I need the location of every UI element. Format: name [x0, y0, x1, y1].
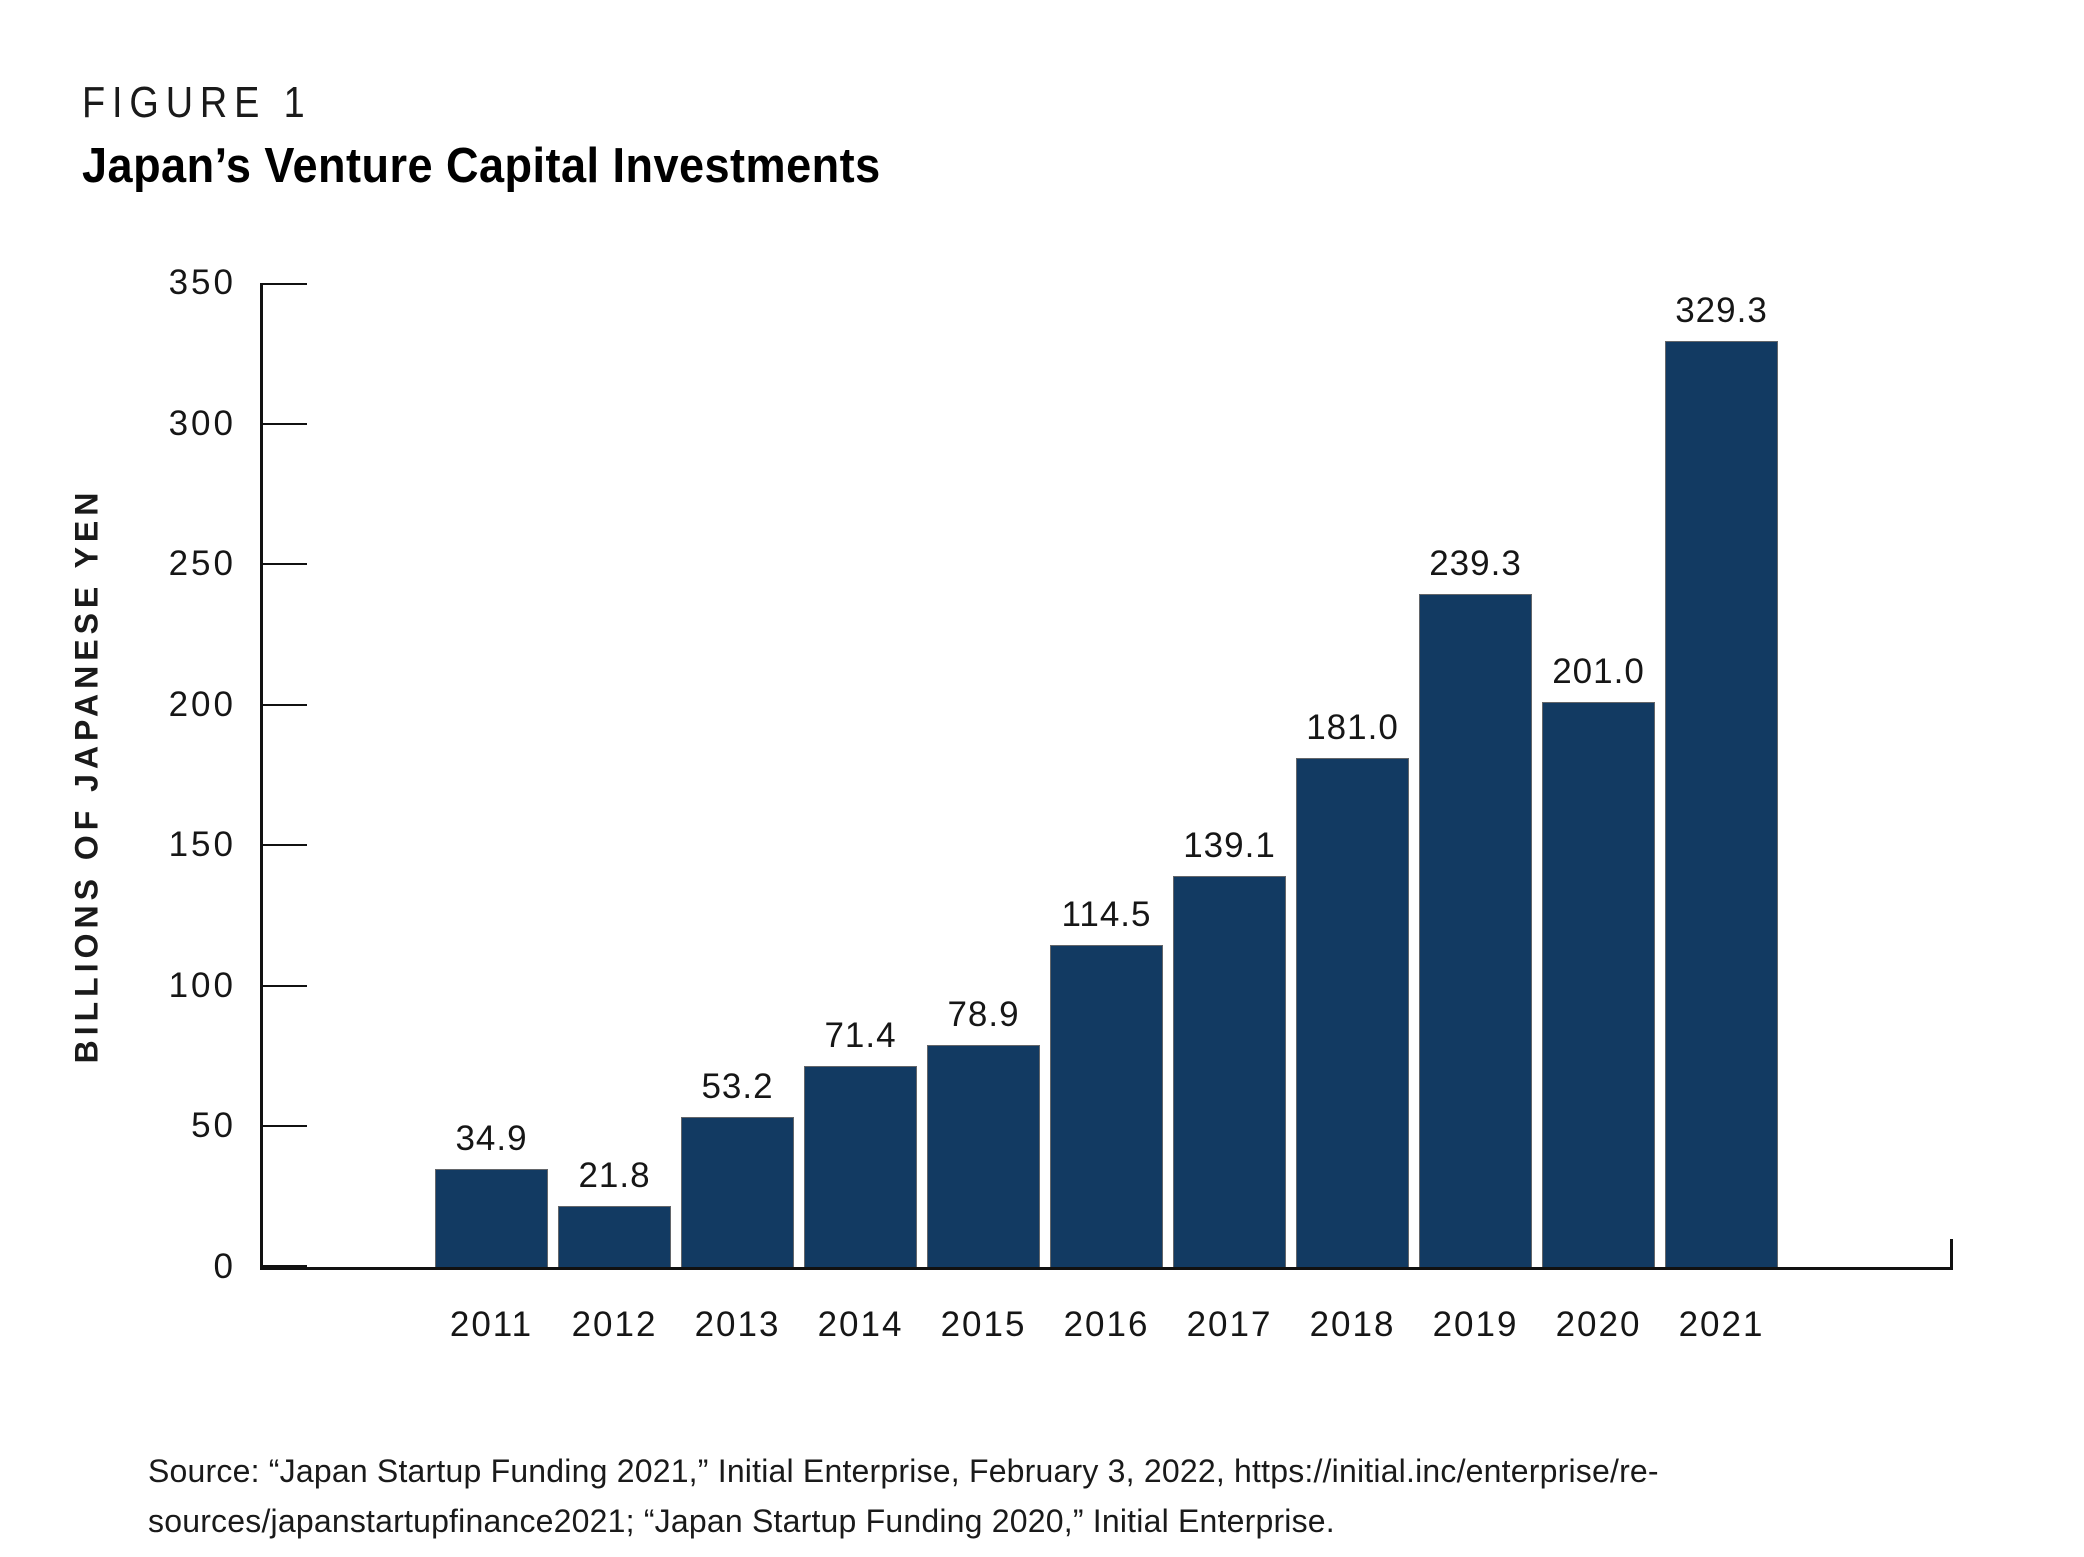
bar-2018	[1296, 758, 1409, 1267]
bar-2013	[681, 1117, 794, 1267]
bar-value-label-2014: 71.4	[824, 1016, 897, 1056]
x-axis-tick-label-2016: 2016	[1063, 1305, 1150, 1344]
x-axis-tick-label-2012: 2012	[571, 1305, 658, 1344]
bar-value-label-2018: 181.0	[1306, 708, 1399, 748]
bar-value-label-2019: 239.3	[1429, 544, 1522, 584]
bar-2020	[1542, 701, 1655, 1267]
x-axis-tick-label-2019: 2019	[1432, 1305, 1519, 1344]
bar-2019	[1419, 594, 1532, 1267]
bar-value-label-2016: 114.5	[1061, 895, 1152, 935]
y-axis-tick-label: 350	[168, 263, 236, 302]
y-axis-tick-label: 150	[168, 825, 236, 865]
bar-value-label-2021: 329.3	[1675, 291, 1768, 331]
y-axis-tick	[263, 563, 307, 566]
y-axis-tick	[263, 1265, 307, 1267]
y-axis-tick	[263, 703, 307, 706]
y-axis-tick	[263, 283, 307, 285]
bar-value-label-2015: 78.9	[947, 995, 1020, 1035]
x-axis-tick-label-2021: 2021	[1678, 1305, 1765, 1344]
bar-value-label-2020: 201.0	[1552, 651, 1645, 691]
x-axis-tick-label-2014: 2014	[817, 1305, 904, 1344]
x-axis-tick-labels: 2011 2012 2013 2014 2015 2016 2017 2018 2019 2020…	[263, 1305, 1953, 1365]
x-axis-tick-label-2011: 2011	[449, 1305, 534, 1344]
y-axis-tick	[263, 844, 307, 847]
y-axis-tick-label: 250	[168, 544, 236, 584]
y-axis-tick-label: 300	[168, 403, 236, 443]
bar-2015	[927, 1045, 1040, 1267]
bar-value-label-2011: 34.9	[455, 1118, 528, 1158]
x-axis-end-tick	[1950, 1239, 1953, 1267]
bar-value-label-2012: 21.8	[578, 1155, 651, 1195]
y-axis-tick	[263, 1125, 307, 1128]
y-axis-tick-label: 0	[213, 1247, 236, 1286]
x-axis-tick-label-2020: 2020	[1555, 1305, 1642, 1344]
bar-2016	[1050, 945, 1163, 1267]
x-axis-tick-label-2018: 2018	[1309, 1305, 1396, 1344]
figure-title: Japan’s Venture Capital Investments	[82, 139, 881, 193]
x-axis-tick-label-2013: 2013	[694, 1305, 781, 1344]
y-axis-tick-label: 200	[168, 684, 236, 724]
bar-2012	[558, 1205, 671, 1267]
figure-label: FIGURE 1	[82, 78, 312, 127]
bar-2014	[804, 1066, 917, 1267]
bar-2021	[1665, 341, 1778, 1267]
y-axis-tick	[263, 984, 307, 987]
x-axis-tick-label-2017: 2017	[1186, 1305, 1273, 1344]
plot-area: 34.9 21.8 53.2 71.4 78.9 114.5 139.1 181.0 239.3…	[260, 283, 1953, 1270]
source-line-2: sources/japanstartupfinance2021; “Japan …	[148, 1503, 1335, 1539]
bar-value-label-2017: 139.1	[1183, 825, 1276, 865]
bar-2017	[1173, 875, 1286, 1267]
bar-2011	[435, 1168, 548, 1267]
y-axis-tick-label: 100	[168, 965, 236, 1005]
x-axis-tick-label-2015: 2015	[940, 1305, 1027, 1344]
bar-value-label-2013: 53.2	[701, 1067, 774, 1107]
y-axis-tick-labels: 0 50 100 150 200 250 300 350	[0, 263, 236, 1286]
source-line-1: Source: “Japan Startup Funding 2021,” In…	[148, 1453, 1659, 1489]
y-axis-tick	[263, 422, 307, 425]
y-axis-tick-label: 50	[191, 1106, 236, 1146]
source-note: Source: “Japan Startup Funding 2021,” In…	[148, 1446, 1908, 1546]
